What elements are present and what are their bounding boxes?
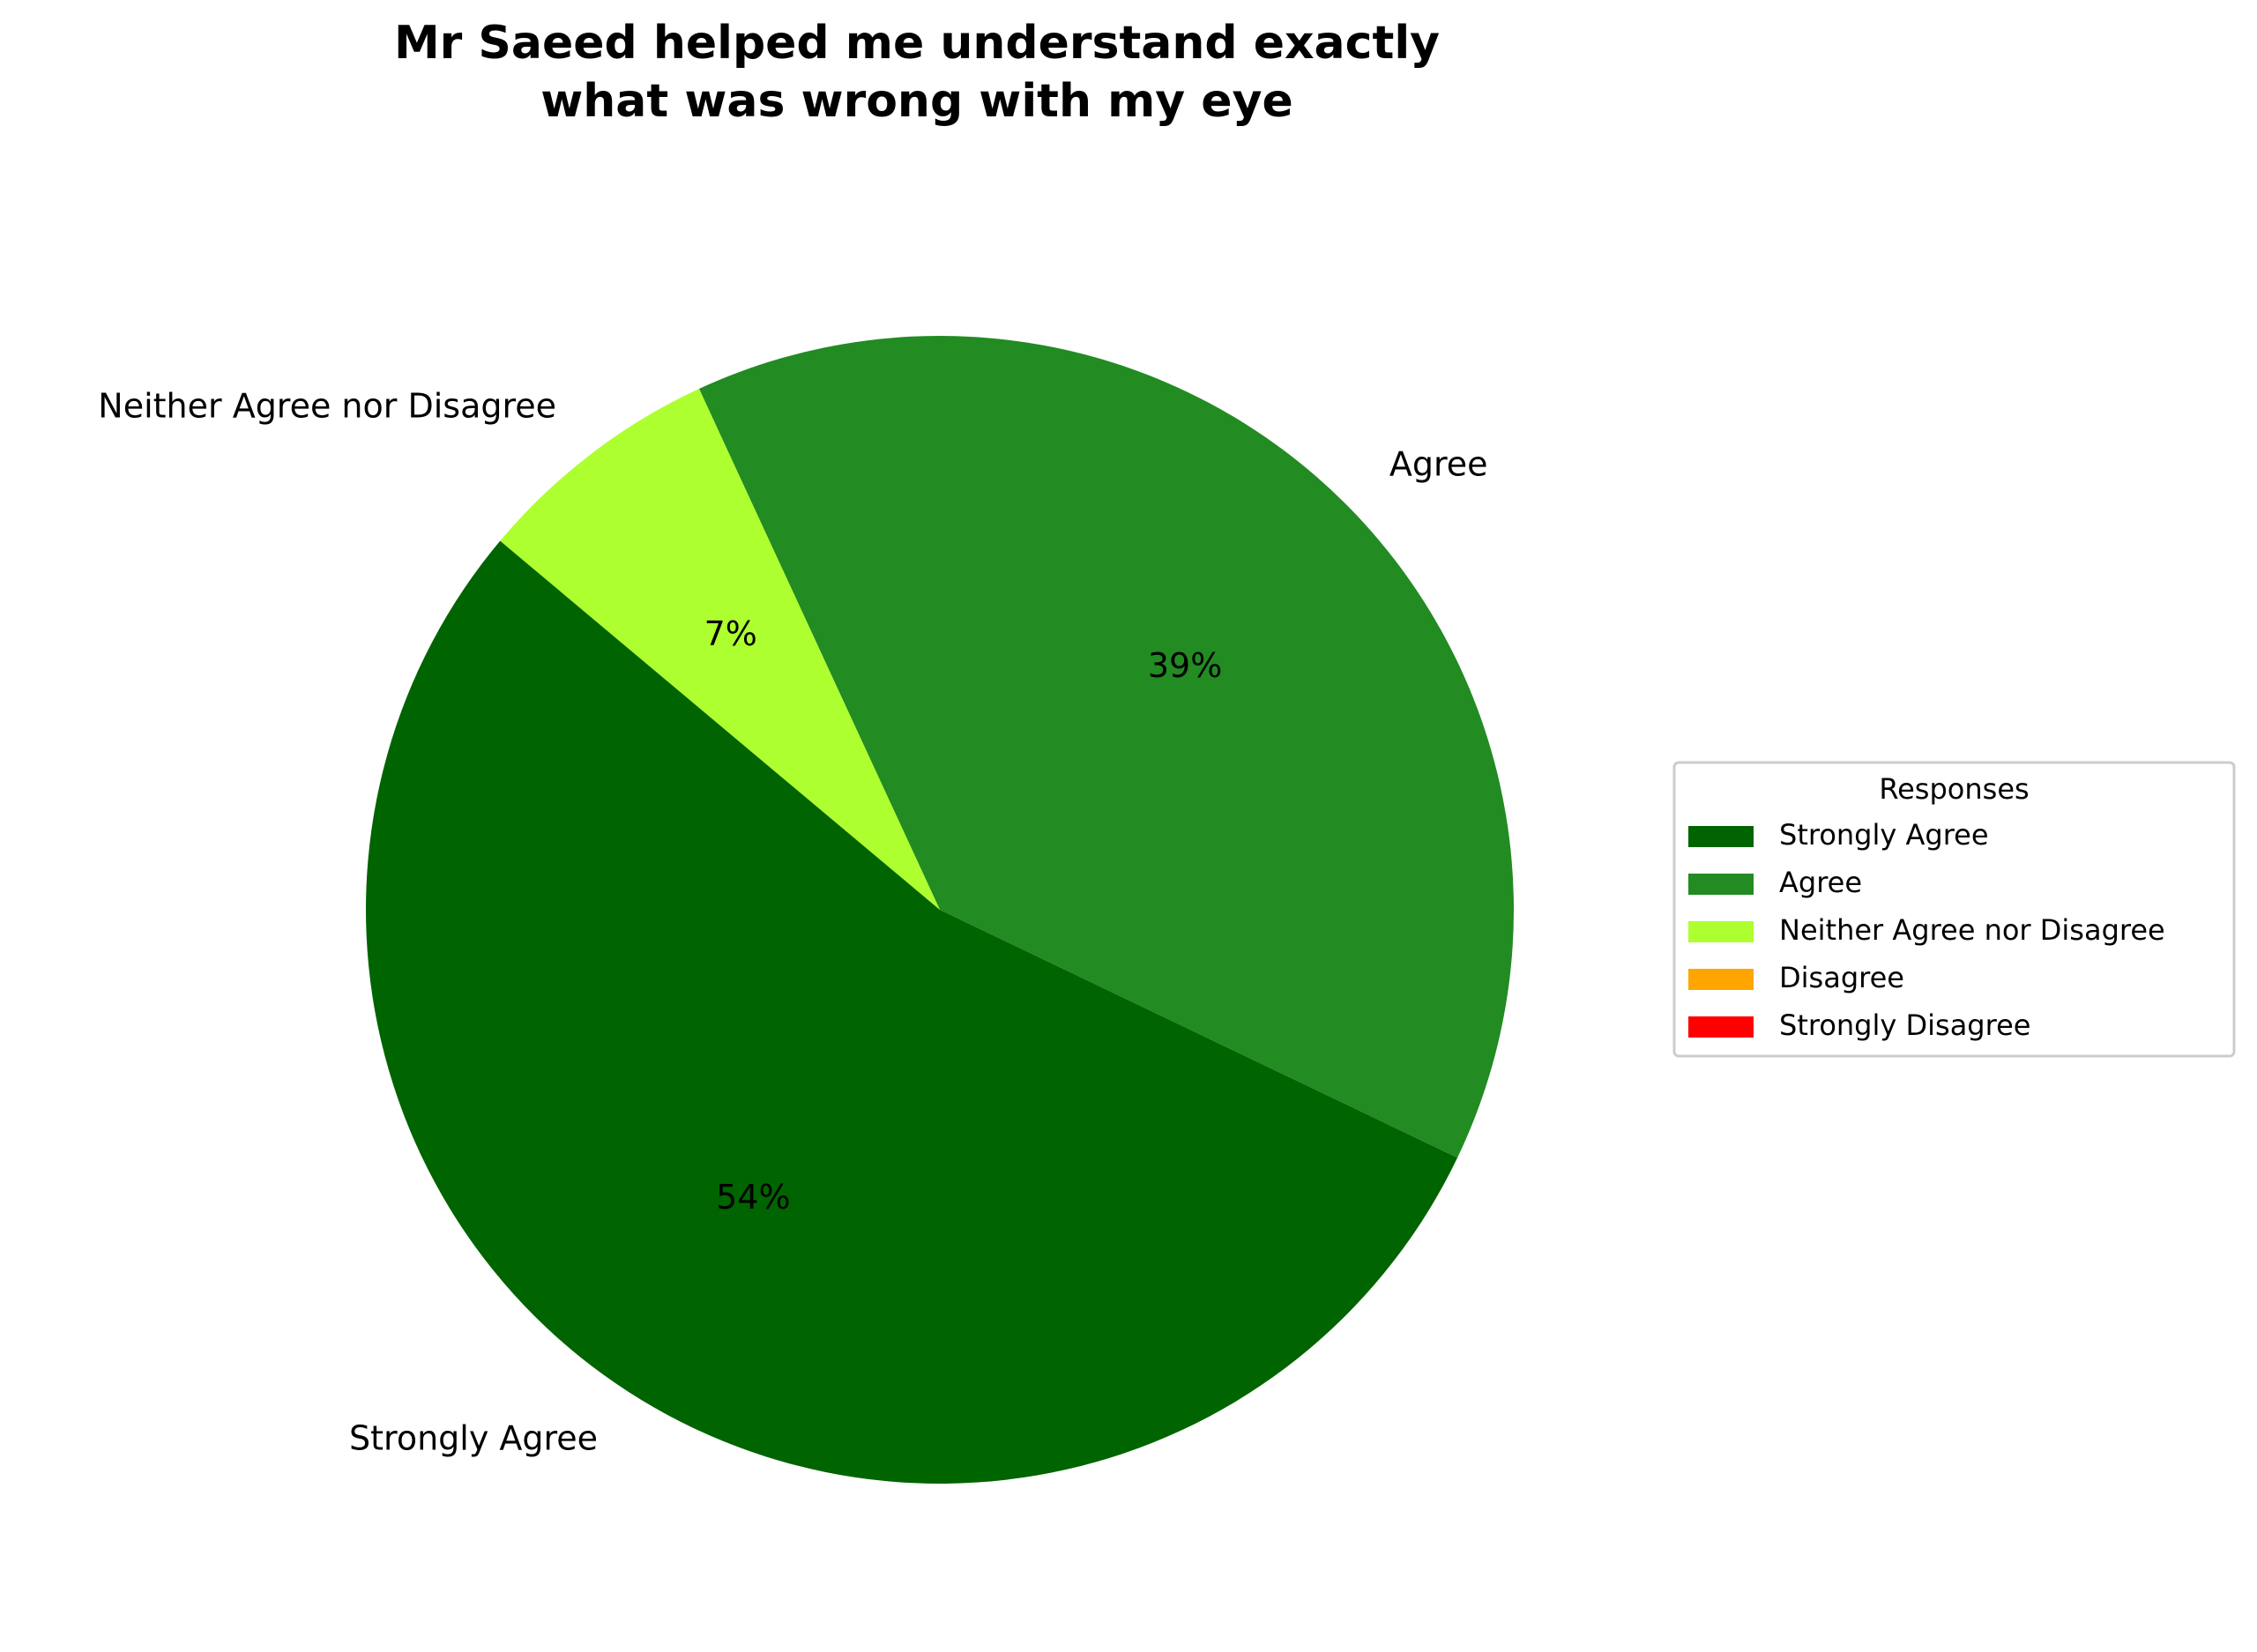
legend-box <box>1672 761 2236 1058</box>
pie-slice <box>366 540 1458 1485</box>
pie-slice <box>698 335 1515 1158</box>
legend-label: Strongly Agree <box>1779 818 1989 852</box>
legend-label: Disagree <box>1779 961 1904 994</box>
legend-swatch <box>1688 921 1754 942</box>
percent-label: 39% <box>1148 646 1222 685</box>
legend-title: Responses <box>1879 772 2029 806</box>
percent-label: 7% <box>704 614 757 653</box>
legend-swatch <box>1688 826 1754 847</box>
legend-swatch <box>1688 1016 1754 1038</box>
slice-label: Neither Agree nor Disagree <box>98 387 556 426</box>
legend-swatch <box>1688 874 1754 895</box>
slice-label: Strongly Agree <box>349 1418 598 1457</box>
legend-swatch <box>1688 969 1754 990</box>
legend-label: Agree <box>1779 866 1862 899</box>
legend-label: Neither Agree nor Disagree <box>1779 913 2165 947</box>
slice-label: Agree <box>1389 445 1488 484</box>
chart-title: Mr Saeed helped me understand exactly wha… <box>394 17 1440 128</box>
pie-slice <box>500 389 940 910</box>
legend-label: Strongly Disagree <box>1779 1008 2030 1042</box>
percent-label: 54% <box>716 1178 790 1217</box>
